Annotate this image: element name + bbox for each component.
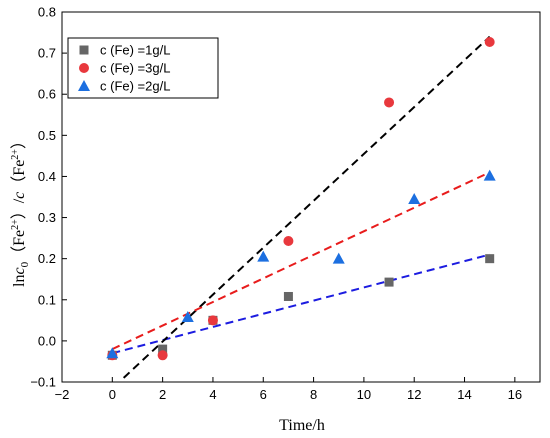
legend-marker-circle xyxy=(79,63,89,73)
y-tick-label: 0.3 xyxy=(38,210,56,225)
data-point-circle xyxy=(207,315,218,326)
data-point-circle xyxy=(283,235,294,246)
data-point-square xyxy=(384,277,394,287)
data-point-circle xyxy=(157,350,168,361)
legend-label: c (Fe) =3g/L xyxy=(100,61,170,76)
data-point-triangle xyxy=(181,311,194,323)
data-point-triangle xyxy=(106,347,119,359)
axes xyxy=(61,11,541,383)
y-title-ln: ln xyxy=(11,275,28,287)
y-title-c0: c xyxy=(11,267,28,274)
y-title-sub0: 0 xyxy=(19,261,31,267)
y-tick-label: −0.1 xyxy=(30,375,56,390)
fit-line xyxy=(111,171,491,351)
y-tick-label: 0.7 xyxy=(38,46,56,61)
x-tick-label: 12 xyxy=(407,387,421,402)
x-axis-title: Time/h xyxy=(279,417,325,434)
data-point-square xyxy=(485,254,495,264)
legend-marker-triangle xyxy=(78,80,90,91)
y-title-sup2: 2+ xyxy=(10,149,21,160)
y-tick-label: 0.6 xyxy=(38,87,56,102)
data-point-circle xyxy=(384,97,395,108)
y-tick-label: 0.0 xyxy=(38,333,56,348)
legend-box xyxy=(67,37,219,99)
legend-label: c (Fe) =2g/L xyxy=(100,79,170,94)
x-tick-label: 10 xyxy=(357,387,371,402)
y-title-open1: （Fe xyxy=(10,230,28,262)
data-point-square xyxy=(158,344,168,354)
data-point-triangle xyxy=(332,252,345,264)
x-tick-label: 4 xyxy=(209,387,216,402)
legend-label: c (Fe) =1g/L xyxy=(100,43,170,58)
y-title-open2: （Fe xyxy=(10,160,28,192)
x-tick-label: 16 xyxy=(508,387,522,402)
data-point-circle xyxy=(484,37,495,48)
y-axis-title: lnc0（Fe2+）/c（Fe2+） xyxy=(10,133,31,287)
y-tick-label: 0.2 xyxy=(38,251,56,266)
x-tick-label: 6 xyxy=(260,387,267,402)
fit-line xyxy=(112,253,490,355)
legend-marker-square xyxy=(79,45,89,55)
y-tick-label: 0.8 xyxy=(38,5,56,20)
y-title-c: c xyxy=(11,192,28,199)
plot-frame xyxy=(61,11,541,383)
y-title-sup1: 2+ xyxy=(10,219,21,230)
data-point-triangle xyxy=(257,250,270,262)
y-title-close2: ） xyxy=(10,133,28,149)
y-tick-label: 0.4 xyxy=(38,169,56,184)
y-title-close1: ）/ xyxy=(10,198,28,219)
data-point-square xyxy=(283,291,293,301)
x-tick-label: −2 xyxy=(55,387,70,402)
legend: c (Fe) =1g/L c (Fe) =3g/L c (Fe) =2g/L xyxy=(67,37,219,99)
y-tick-label: 0.1 xyxy=(38,292,56,307)
y-tick-label: 0.5 xyxy=(38,128,56,143)
data-points xyxy=(106,37,496,361)
ticks: −2 0 2 4 6 8 10 12 14 16 −0.1 0.0 0.1 0.2 0.3 0.4 0.5 0.6… xyxy=(30,5,522,403)
x-tick-label: 0 xyxy=(109,387,116,402)
data-point-triangle xyxy=(408,193,421,205)
x-tick-label: 2 xyxy=(159,387,166,402)
data-point-triangle xyxy=(483,169,496,181)
x-tick-label: 8 xyxy=(310,387,317,402)
x-tick-label: 14 xyxy=(457,387,471,402)
